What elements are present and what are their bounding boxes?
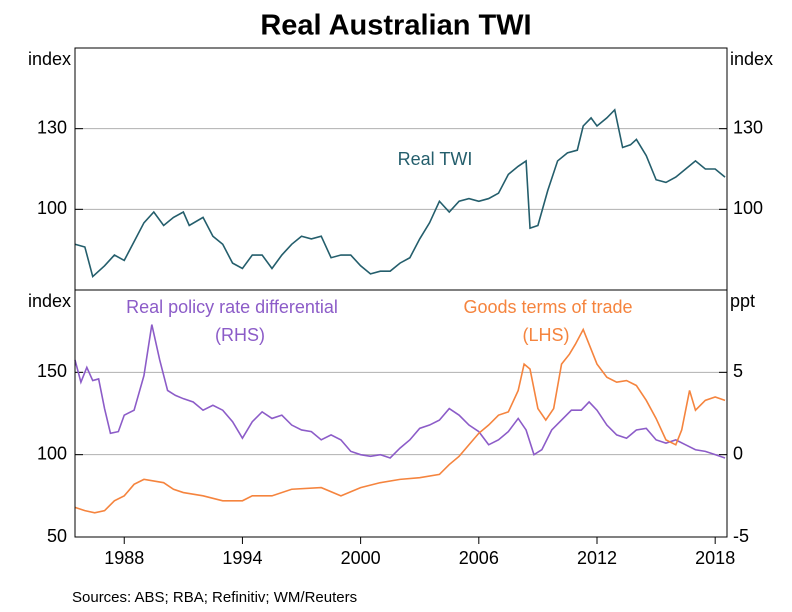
y-tick-label: 100 [37, 198, 67, 218]
x-tick-label: 1988 [104, 548, 144, 568]
x-tick-label: 2000 [341, 548, 381, 568]
y2-tick-label: -5 [733, 526, 749, 546]
y-tick-label: 150 [37, 361, 67, 381]
series-line [74, 324, 726, 459]
y-tick-label: 130 [37, 117, 67, 137]
series-line [74, 108, 726, 279]
x-tick-label: 2012 [577, 548, 617, 568]
series-label: Real policy rate differential [126, 297, 338, 317]
y-axis-label: index [28, 291, 71, 311]
plot-frame [74, 47, 728, 291]
y2-axis-label: ppt [730, 291, 755, 311]
y2-tick-label: 130 [733, 117, 763, 137]
y-tick-label: 50 [47, 526, 67, 546]
plot-frame [74, 289, 728, 538]
y-tick-label: 100 [37, 443, 67, 463]
chart-title: Real Australian TWI [260, 10, 531, 42]
series-label: Real TWI [398, 149, 473, 169]
x-tick-label: 1994 [222, 548, 262, 568]
series-axis-note: (RHS) [215, 325, 265, 345]
series-axis-note: (LHS) [522, 325, 569, 345]
x-tick-label: 2006 [459, 548, 499, 568]
series-line [74, 327, 726, 514]
y2-tick-label: 0 [733, 443, 743, 463]
y-axis-label: index [28, 49, 71, 69]
y2-tick-label: 100 [733, 198, 763, 218]
series-label: Goods terms of trade [463, 297, 632, 317]
x-tick-label: 2018 [695, 548, 735, 568]
y2-axis-label: index [730, 49, 773, 69]
source-note: Sources: ABS; RBA; Refinitiv; WM/Reuters [72, 589, 357, 606]
y2-tick-label: 5 [733, 361, 743, 381]
